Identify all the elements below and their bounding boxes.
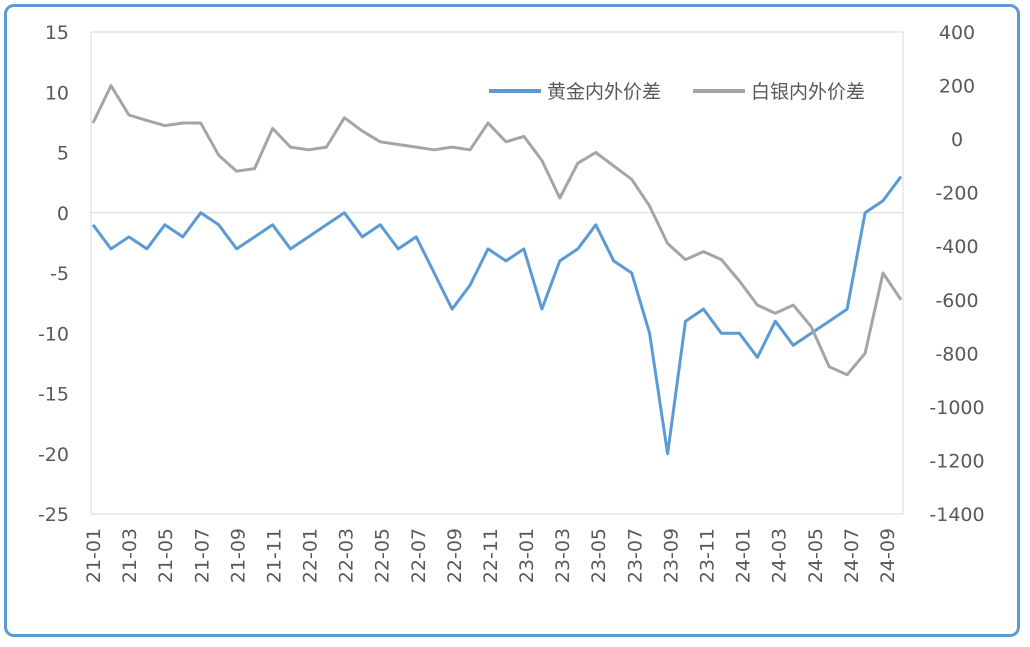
right-tick-label: 0 <box>951 129 963 151</box>
left-tick-label: 15 <box>45 22 69 44</box>
right-tick-label: -1200 <box>929 450 984 472</box>
left-tick-label: -25 <box>38 504 69 526</box>
x-axis-ticks: 21-01 21-03 21-05 21-07 21-09 21-11 22-01 22-03… <box>83 528 899 583</box>
x-tick-label: 21-03 <box>119 528 141 583</box>
right-tick-label: -1000 <box>929 397 984 419</box>
silver-spread-line <box>91 84 903 377</box>
legend-label: 白银内外价差 <box>751 81 865 103</box>
chart-frame: 15 10 5 0 -5 -10 -15 -20 -25 400 200 0 -200 -400 -600… <box>4 4 1020 637</box>
left-tick-label: -20 <box>38 444 69 466</box>
x-tick-label: 23-11 <box>697 528 719 583</box>
right-tick-label: -400 <box>935 236 978 258</box>
left-axis-ticks: 15 10 5 0 -5 -10 -15 -20 -25 <box>38 22 69 526</box>
right-tick-label: -600 <box>935 290 978 312</box>
left-tick-label: 10 <box>45 82 69 104</box>
legend: 黄金内外价差 白银内外价差 <box>489 81 865 103</box>
left-tick-label: 5 <box>57 143 69 165</box>
right-tick-label: -800 <box>935 343 978 365</box>
left-tick-label: 0 <box>57 203 69 225</box>
x-tick-label: 24-05 <box>805 528 827 583</box>
x-tick-label: 23-05 <box>588 528 610 583</box>
x-tick-label: 21-09 <box>227 528 249 583</box>
x-tick-label: 23-07 <box>624 528 646 583</box>
left-tick-label: -15 <box>38 384 69 406</box>
right-tick-label: -200 <box>935 183 978 205</box>
x-tick-label: 22-01 <box>300 528 322 583</box>
x-tick-label: 21-05 <box>155 528 177 583</box>
plot-area <box>90 31 904 515</box>
legend-label: 黄金内外价差 <box>547 81 661 103</box>
right-tick-label: 400 <box>939 22 975 44</box>
x-tick-label: 22-11 <box>480 528 502 583</box>
x-tick-label: 22-05 <box>372 528 394 583</box>
x-tick-label: 22-07 <box>408 528 430 583</box>
x-tick-label: 23-09 <box>660 528 682 583</box>
series-layer <box>91 84 903 456</box>
left-tick-label: -10 <box>38 323 69 345</box>
x-tick-label: 22-09 <box>444 528 466 583</box>
x-tick-label: 23-03 <box>552 528 574 583</box>
right-axis-ticks: 400 200 0 -200 -400 -600 -800 -1000 -1200 -1400 <box>929 22 984 526</box>
right-tick-label: 200 <box>939 76 975 98</box>
x-tick-label: 21-07 <box>191 528 213 583</box>
x-tick-label: 24-03 <box>769 528 791 583</box>
x-tick-label: 22-03 <box>336 528 358 583</box>
x-tick-label: 24-09 <box>877 528 899 583</box>
left-tick-label: -5 <box>50 263 69 285</box>
x-tick-label: 21-01 <box>83 528 105 583</box>
x-tick-label: 24-01 <box>733 528 755 583</box>
line-chart: 15 10 5 0 -5 -10 -15 -20 -25 400 200 0 -200 -400 -600… <box>38 22 985 583</box>
x-tick-label: 23-01 <box>516 528 538 583</box>
right-tick-label: -1400 <box>929 504 984 526</box>
x-tick-label: 21-11 <box>263 528 285 583</box>
gold-spread-line <box>91 175 903 456</box>
x-tick-label: 24-07 <box>841 528 863 583</box>
